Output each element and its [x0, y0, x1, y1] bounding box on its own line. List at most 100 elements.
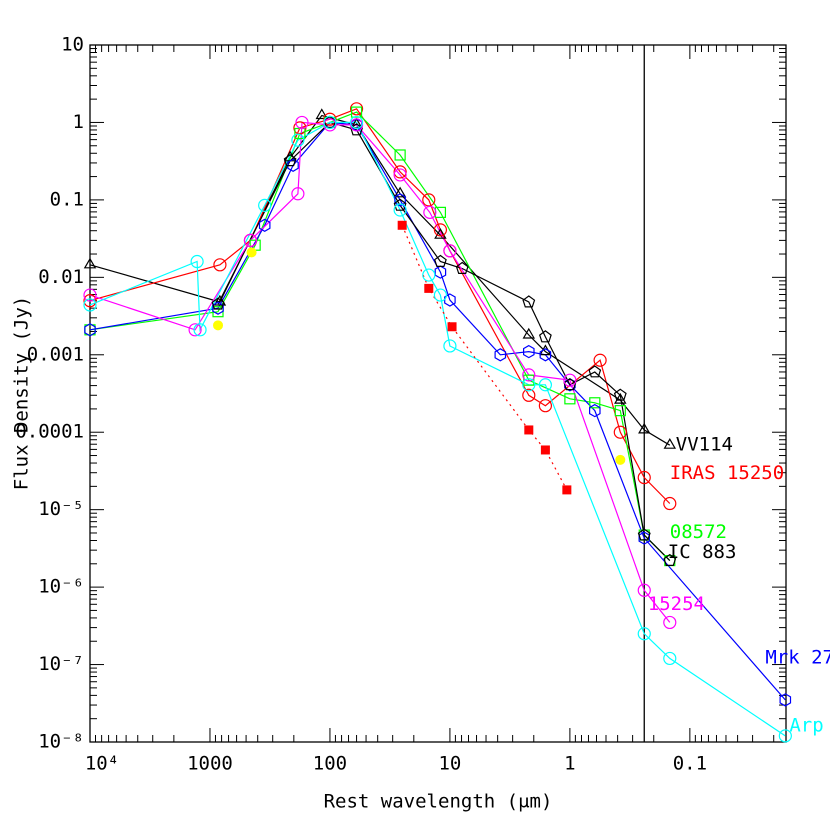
- y-tick-label: 10⁻⁸: [38, 731, 84, 753]
- series-line: [89, 121, 786, 701]
- marker: [538, 330, 552, 343]
- marker: [522, 388, 536, 402]
- series-label: IRAS 15250: [670, 462, 784, 484]
- marker: [593, 353, 607, 367]
- y-axis-title: Flux Density (Jy): [11, 296, 33, 490]
- marker: [663, 615, 677, 630]
- marker: [258, 218, 271, 232]
- marker: [287, 158, 299, 172]
- y-tick-label: 10: [61, 34, 84, 56]
- x-tick-label: 10⁴: [85, 753, 119, 775]
- marker: [246, 247, 257, 258]
- marker: [778, 729, 792, 743]
- plot-frame: [89, 44, 787, 743]
- marker: [522, 295, 536, 308]
- marker: [523, 374, 535, 386]
- marker: [540, 445, 550, 455]
- marker: [83, 294, 97, 308]
- marker: [538, 378, 553, 392]
- marker: [663, 651, 677, 666]
- marker: [424, 283, 434, 293]
- marker: [393, 165, 407, 179]
- marker: [522, 368, 536, 382]
- x-tick-label: 100: [313, 753, 347, 775]
- marker: [323, 115, 337, 130]
- series-label: 08572: [670, 521, 727, 543]
- marker: [433, 223, 448, 237]
- marker: [588, 365, 602, 378]
- y-tick-label: 1: [73, 111, 84, 133]
- x-tick-label: 1: [564, 753, 575, 775]
- marker: [443, 339, 457, 353]
- marker: [243, 233, 258, 247]
- marker: [522, 344, 535, 359]
- marker: [295, 115, 309, 130]
- marker: [663, 496, 677, 511]
- marker: [393, 186, 407, 198]
- marker: [433, 288, 448, 302]
- marker: [444, 293, 456, 307]
- y-tick-label: 0.1: [50, 188, 84, 210]
- series-label: Mrk 273: [765, 646, 830, 668]
- marker: [393, 198, 407, 211]
- marker: [323, 112, 337, 126]
- marker: [283, 154, 297, 167]
- y-tick-label: 0.001: [27, 343, 84, 365]
- marker: [258, 198, 272, 212]
- marker: [522, 327, 536, 339]
- marker: [637, 528, 651, 541]
- marker: [188, 323, 202, 337]
- marker: [433, 254, 447, 267]
- marker: [638, 422, 651, 434]
- marker: [349, 102, 364, 116]
- marker: [663, 553, 677, 567]
- series-line: [89, 121, 786, 737]
- marker: [447, 322, 457, 332]
- x-axis-title: Rest wavelength (μm): [324, 791, 553, 813]
- y-tick-label: 10⁻⁶: [38, 576, 84, 598]
- marker: [213, 258, 227, 272]
- marker: [613, 388, 627, 401]
- marker: [588, 403, 601, 418]
- marker: [349, 115, 364, 130]
- marker: [83, 298, 97, 312]
- marker: [522, 378, 536, 392]
- series-label: 15254: [648, 593, 705, 615]
- marker: [394, 193, 406, 207]
- marker: [494, 348, 507, 362]
- marker: [350, 106, 363, 118]
- series-label: VV114: [676, 434, 733, 456]
- marker: [291, 187, 305, 201]
- marker: [637, 583, 651, 597]
- marker: [455, 261, 469, 274]
- marker: [614, 405, 626, 417]
- marker: [393, 168, 407, 182]
- marker: [211, 297, 225, 310]
- y-tick-label: 10⁻⁵: [38, 498, 84, 520]
- marker: [350, 123, 364, 136]
- marker: [190, 254, 204, 269]
- marker: [213, 320, 224, 331]
- marker: [564, 393, 576, 405]
- x-tick-label: 1000: [187, 753, 233, 775]
- marker: [614, 392, 627, 404]
- marker: [193, 323, 207, 337]
- marker: [563, 373, 577, 387]
- marker: [563, 378, 577, 391]
- marker: [291, 133, 305, 147]
- x-tick-label: 0.1: [673, 753, 707, 775]
- series-label: IC 883: [668, 541, 737, 563]
- marker: [84, 323, 96, 337]
- series-line: [89, 121, 671, 623]
- marker: [663, 438, 677, 449]
- marker: [539, 348, 552, 362]
- marker: [613, 425, 627, 439]
- marker: [422, 268, 436, 282]
- marker: [423, 205, 437, 219]
- marker: [393, 203, 407, 217]
- x-tick-label: 10: [438, 753, 461, 775]
- marker: [637, 470, 651, 485]
- marker: [637, 627, 651, 641]
- marker: [434, 265, 447, 279]
